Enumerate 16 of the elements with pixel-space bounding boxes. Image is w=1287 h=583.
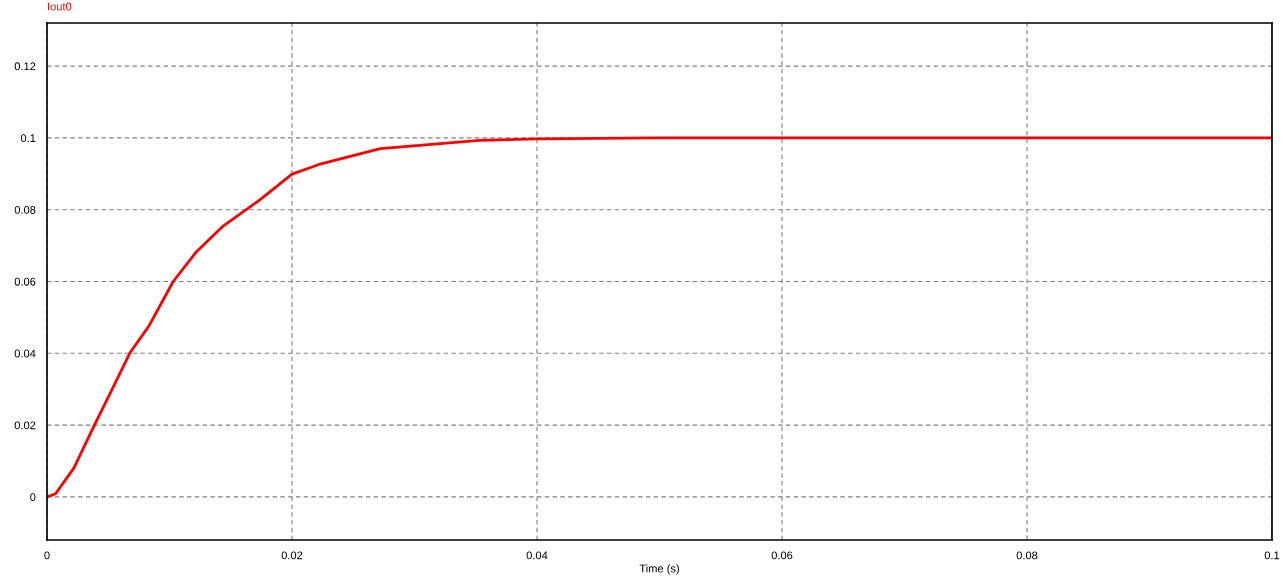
y-tick-label: 0.04: [14, 349, 36, 358]
y-tick-label: 0.02: [14, 421, 36, 430]
y-tick-label: 0.1: [20, 134, 36, 143]
x-tick-label: 0.1: [1264, 551, 1280, 560]
y-tick-label: 0: [30, 493, 36, 502]
y-tick-label: 0.08: [14, 205, 36, 214]
x-tick-label: 0: [44, 551, 50, 560]
x-tick-label: 0.06: [771, 551, 793, 560]
chart-title: Iout0: [48, 2, 72, 11]
y-tick-label: 0.12: [14, 62, 36, 71]
y-tick-label: 0.06: [14, 277, 36, 286]
line-series: [47, 136, 1272, 499]
x-axis-title: Time (s): [639, 564, 679, 575]
x-tick-label: 0.02: [281, 551, 303, 560]
x-tick-label: 0.04: [526, 551, 548, 560]
x-tick-label: 0.08: [1016, 551, 1038, 560]
